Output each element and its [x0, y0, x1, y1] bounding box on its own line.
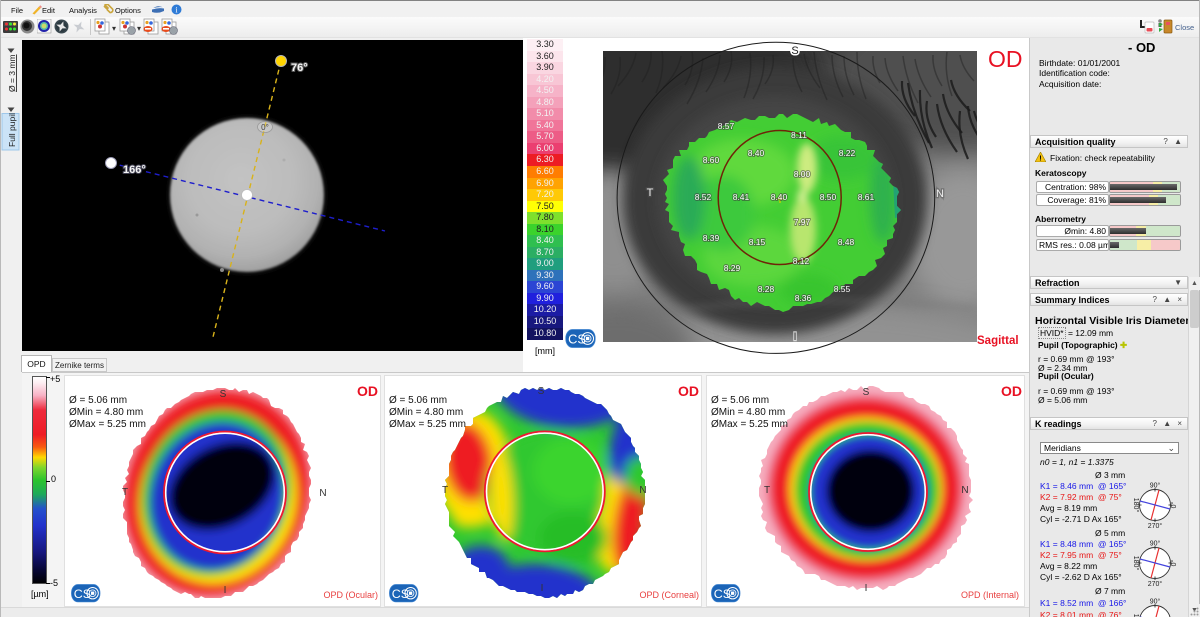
svg-text:CS: CS: [568, 331, 586, 346]
svg-text:S: S: [791, 45, 798, 57]
svg-text:90°: 90°: [1150, 598, 1161, 606]
svg-text:OPD (Corneal): OPD (Corneal): [639, 590, 699, 600]
svg-text:Ø = 3 mm: Ø = 3 mm: [7, 54, 17, 92]
svg-text:8.61: 8.61: [858, 192, 875, 202]
svg-text:8.40: 8.40: [748, 148, 765, 158]
svg-text:N: N: [319, 488, 326, 499]
svg-text:90°: 90°: [1150, 482, 1161, 490]
svg-text:OPD (Ocular): OPD (Ocular): [323, 590, 378, 600]
svg-text:8.15: 8.15: [749, 237, 766, 247]
svg-text:I: I: [865, 583, 868, 594]
svg-text:CS: CS: [392, 587, 409, 601]
svg-text:8.28: 8.28: [758, 284, 775, 294]
svg-text:7.97: 7.97: [794, 217, 811, 227]
svg-text:Ø = 5.06 mm: Ø = 5.06 mm: [389, 395, 447, 406]
svg-text:N: N: [961, 485, 968, 496]
svg-text:N: N: [639, 485, 646, 496]
svg-text:S: S: [863, 387, 870, 398]
svg-text:8.57: 8.57: [718, 121, 735, 131]
svg-text:166°: 166°: [123, 164, 146, 176]
svg-text:!: !: [1039, 154, 1041, 162]
svg-text:8.60: 8.60: [703, 155, 720, 165]
svg-text:Ø = 5.06 mm: Ø = 5.06 mm: [69, 395, 127, 406]
svg-text:ØMax = 5.25 mm: ØMax = 5.25 mm: [389, 419, 466, 430]
svg-text:8.48: 8.48: [838, 237, 855, 247]
svg-text:S: S: [220, 389, 227, 400]
svg-text:N: N: [936, 188, 944, 200]
svg-text:8.50: 8.50: [820, 192, 837, 202]
svg-text:8.52: 8.52: [695, 192, 712, 202]
svg-text:I: I: [793, 331, 796, 343]
svg-text:90°: 90°: [1150, 540, 1161, 548]
svg-text:Sagittal: Sagittal: [977, 335, 1019, 347]
svg-text:8.00: 8.00: [794, 169, 811, 179]
svg-text:0°: 0°: [1170, 559, 1178, 566]
svg-text:8.39: 8.39: [703, 233, 720, 243]
svg-text:ØMin = 4.80 mm: ØMin = 4.80 mm: [389, 407, 463, 418]
svg-text:180°: 180°: [1132, 498, 1140, 513]
svg-text:Ø = 5.06 mm: Ø = 5.06 mm: [711, 395, 769, 406]
svg-text:OD: OD: [678, 383, 699, 399]
svg-text:8.55: 8.55: [834, 284, 851, 294]
svg-text:8.36: 8.36: [795, 293, 812, 303]
svg-text:OD: OD: [988, 46, 1023, 72]
svg-text:76°: 76°: [291, 62, 308, 74]
svg-text:I: I: [224, 585, 227, 596]
svg-text:CS: CS: [74, 587, 91, 601]
svg-text:ØMax = 5.25 mm: ØMax = 5.25 mm: [69, 419, 146, 430]
svg-text:T: T: [764, 485, 770, 496]
svg-text:8.41: 8.41: [733, 192, 750, 202]
svg-text:S: S: [538, 386, 545, 397]
svg-text:0°: 0°: [1170, 501, 1178, 508]
svg-text:OPD (Internal): OPD (Internal): [961, 590, 1019, 600]
svg-text:8.12: 8.12: [793, 256, 810, 266]
svg-text:T: T: [122, 487, 128, 498]
svg-text:8.29: 8.29: [724, 263, 741, 273]
svg-text:270°: 270°: [1148, 580, 1163, 587]
svg-text:CS: CS: [714, 587, 731, 601]
svg-text:I: I: [541, 583, 544, 594]
svg-text:8.40: 8.40: [771, 192, 788, 202]
svg-text:T: T: [647, 187, 654, 199]
svg-text:270°: 270°: [1148, 522, 1163, 529]
svg-text:180°: 180°: [1132, 556, 1140, 571]
svg-text:OD: OD: [357, 383, 378, 399]
svg-text:T: T: [442, 485, 448, 496]
svg-text:Full pupil: Full pupil: [7, 113, 17, 147]
svg-text:i: i: [175, 6, 178, 15]
svg-text:0°: 0°: [261, 123, 269, 132]
svg-text:180°: 180°: [1132, 614, 1140, 617]
svg-text:ØMin = 4.80 mm: ØMin = 4.80 mm: [711, 407, 785, 418]
svg-text:ØMin = 4.80 mm: ØMin = 4.80 mm: [69, 407, 143, 418]
svg-text:OD: OD: [1001, 383, 1022, 399]
svg-text:8.11: 8.11: [791, 130, 807, 140]
svg-text:8.22: 8.22: [839, 148, 856, 158]
svg-text:ØMax = 5.25 mm: ØMax = 5.25 mm: [711, 419, 788, 430]
